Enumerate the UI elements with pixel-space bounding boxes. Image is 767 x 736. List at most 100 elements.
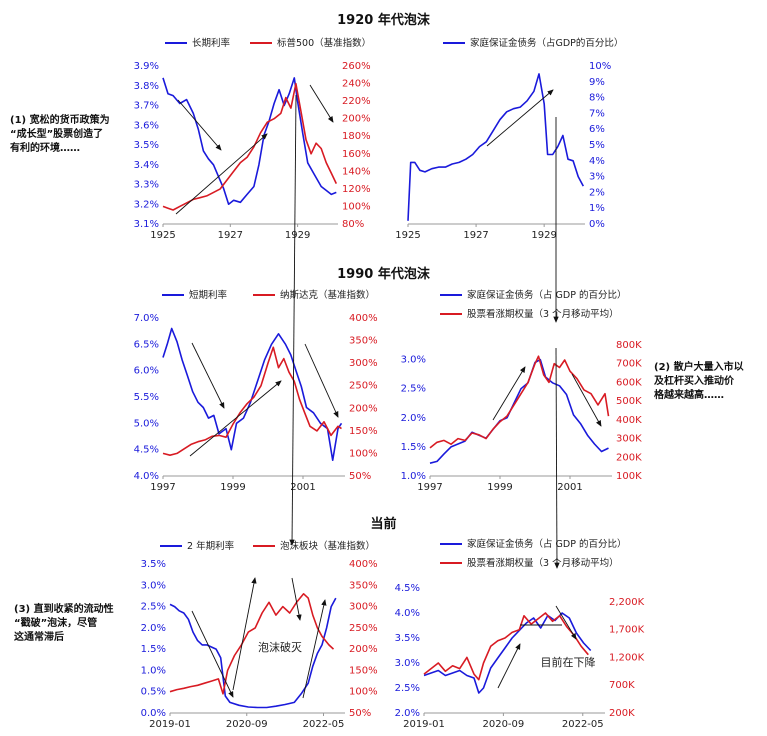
legend-label: 短期利率 bbox=[189, 289, 228, 301]
side-note-1: (1) 宽松的货币政策为 “成长型”股票创造了 有利的环境…… bbox=[10, 115, 110, 154]
annotation-arrow bbox=[492, 366, 526, 421]
left-tick-label: 3.5% bbox=[134, 140, 159, 151]
x-tick-label: 1927 bbox=[463, 230, 488, 241]
right-tick-label: 260% bbox=[342, 61, 371, 72]
right-tick-label: 220% bbox=[342, 96, 371, 107]
annotation-arrow bbox=[175, 133, 268, 215]
series-line bbox=[429, 355, 610, 449]
left-tick-label: 1.0% bbox=[141, 665, 166, 676]
right-tick-label: 10% bbox=[589, 61, 611, 72]
left-tick-label: 5.0% bbox=[134, 418, 159, 429]
annotation-arrow bbox=[289, 94, 297, 546]
right-tick-label: 300% bbox=[349, 602, 378, 613]
x-tick-label: 1925 bbox=[395, 230, 420, 241]
left-tick-label: 2.0% bbox=[141, 623, 166, 634]
series-line bbox=[162, 346, 342, 457]
annotation-arrow bbox=[189, 380, 282, 457]
right-tick-label: 2,200K bbox=[609, 597, 645, 608]
x-tick-label: 1999 bbox=[220, 482, 245, 493]
left-tick-label: 0.0% bbox=[141, 708, 166, 719]
x-tick-label: 2001 bbox=[557, 482, 582, 493]
right-tick-label: 1% bbox=[589, 203, 605, 214]
series-line bbox=[169, 592, 335, 695]
left-tick-label: 2.5% bbox=[141, 602, 166, 613]
legend-label: 泡沫板块（基准指数） bbox=[280, 540, 375, 552]
right-tick-label: 350% bbox=[349, 336, 378, 347]
left-tick-label: 7.0% bbox=[134, 313, 159, 324]
annotation-now-declining: 目前在下降 bbox=[541, 655, 596, 669]
series-line bbox=[407, 73, 585, 221]
left-tick-label: 4.0% bbox=[395, 608, 420, 619]
section-title-now: 当前 bbox=[370, 517, 397, 532]
right-tick-label: 100K bbox=[616, 471, 642, 482]
left-tick-label: 1.5% bbox=[141, 644, 166, 655]
right-tick-label: 200% bbox=[342, 114, 371, 125]
right-tick-label: 700K bbox=[616, 359, 642, 370]
annotation-arrow bbox=[486, 89, 554, 147]
section-title-1920: 1920 年代泡沫 bbox=[337, 13, 430, 28]
legend-label: 股票看涨期权量（3 个月移动平均） bbox=[467, 557, 619, 569]
right-tick-label: 700K bbox=[609, 680, 635, 691]
right-tick-label: 400% bbox=[349, 313, 378, 324]
right-tick-label: 300% bbox=[349, 358, 378, 369]
left-tick-label: 3.7% bbox=[134, 101, 159, 112]
right-tick-label: 3% bbox=[589, 172, 605, 183]
annotation-arrow bbox=[191, 342, 225, 409]
right-tick-label: 100% bbox=[342, 201, 371, 212]
series-line bbox=[429, 358, 609, 464]
legend-label: 纳斯达克（基准指数） bbox=[280, 289, 375, 301]
series-line bbox=[169, 597, 337, 709]
right-tick-label: 0% bbox=[589, 219, 605, 230]
series-line bbox=[423, 612, 589, 681]
right-tick-label: 180% bbox=[342, 131, 371, 142]
left-tick-label: 4.0% bbox=[134, 471, 159, 482]
left-tick-label: 3.1% bbox=[134, 219, 159, 230]
left-tick-label: 0.5% bbox=[141, 687, 166, 698]
left-tick-label: 1.0% bbox=[401, 471, 426, 482]
x-tick-label: 2019-01 bbox=[403, 719, 445, 730]
right-tick-label: 250% bbox=[349, 381, 378, 392]
x-tick-label: 1997 bbox=[150, 482, 175, 493]
right-tick-label: 5% bbox=[589, 140, 605, 151]
right-tick-label: 150% bbox=[349, 665, 378, 676]
right-tick-label: 100% bbox=[349, 687, 378, 698]
annotation-arrow bbox=[302, 599, 327, 699]
right-tick-label: 150% bbox=[349, 426, 378, 437]
x-tick-label: 1929 bbox=[531, 230, 556, 241]
right-tick-label: 1,200K bbox=[609, 652, 645, 663]
x-tick-label: 1999 bbox=[487, 482, 512, 493]
right-tick-label: 100% bbox=[349, 448, 378, 459]
right-tick-label: 50% bbox=[349, 471, 371, 482]
right-tick-label: 6% bbox=[589, 124, 605, 135]
right-tick-label: 200% bbox=[349, 403, 378, 414]
left-tick-label: 3.0% bbox=[401, 355, 426, 366]
left-tick-label: 4.5% bbox=[134, 445, 159, 456]
left-tick-label: 2.0% bbox=[395, 708, 420, 719]
side-note-2: (2) 散户大量入市以 及杠杆买入推动价 格越来越高…… bbox=[654, 362, 744, 401]
right-tick-label: 8% bbox=[589, 93, 605, 104]
x-tick-label: 2022-05 bbox=[562, 719, 604, 730]
left-tick-label: 5.5% bbox=[134, 392, 159, 403]
right-tick-label: 7% bbox=[589, 108, 605, 119]
left-tick-label: 3.2% bbox=[134, 199, 159, 210]
annotation-bubble-burst: 泡沫破灭 bbox=[258, 640, 302, 654]
right-tick-label: 400K bbox=[616, 415, 642, 426]
legend-label: 标普500（基准指数） bbox=[277, 37, 371, 49]
x-tick-label: 2020-09 bbox=[482, 719, 524, 730]
right-tick-label: 120% bbox=[342, 184, 371, 195]
x-tick-label: 2022-05 bbox=[303, 719, 345, 730]
annotation-arrow bbox=[304, 343, 339, 418]
legend-label: 长期利率 bbox=[192, 37, 231, 49]
right-tick-label: 200K bbox=[609, 708, 635, 719]
left-tick-label: 2.5% bbox=[395, 683, 420, 694]
side-note-3: (3) 直到收紧的流动性 “戳破”泡沫，尽管 这通常滞后 bbox=[14, 604, 114, 643]
legend-label: 家庭保证金债务（占GDP的百分比） bbox=[470, 37, 623, 49]
series-line bbox=[162, 327, 343, 462]
right-tick-label: 160% bbox=[342, 149, 371, 160]
annotation-arrow bbox=[555, 605, 577, 640]
annotation-arrow bbox=[291, 577, 302, 621]
annotation-arrow bbox=[191, 610, 234, 698]
left-tick-label: 3.5% bbox=[395, 633, 420, 644]
left-tick-label: 3.8% bbox=[134, 81, 159, 92]
annotation-arrow bbox=[554, 347, 560, 569]
